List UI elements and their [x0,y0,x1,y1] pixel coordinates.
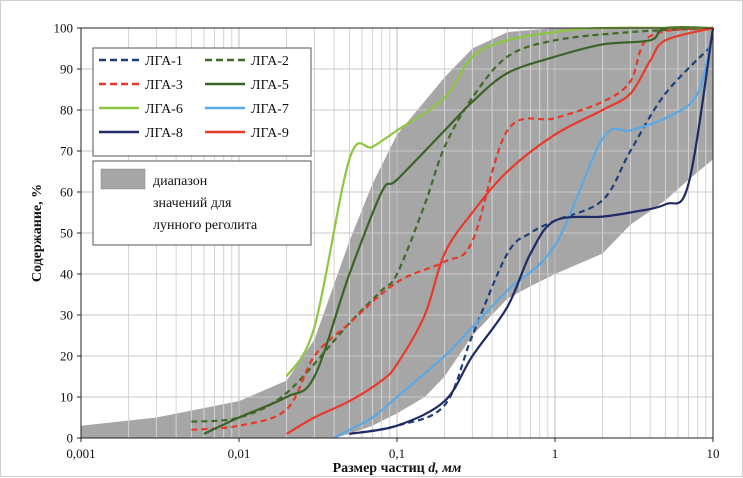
y-tick-label: 80 [60,103,73,118]
range-legend-label: значений для [153,196,232,211]
y-tick-label: 40 [60,267,73,282]
range-legend-label: лунного реголита [153,218,258,233]
legend: ЛГА-1 ЛГА-2 ЛГА-3 ЛГА-5 ЛГА-6 ЛГА-7 ЛГА-8 ЛГА-9 [92,47,312,157]
series-line-lga-6 [333,27,715,439]
series-line-lga-1 [349,43,714,435]
y-tick-label: 0 [67,431,74,446]
y-tick-label: 90 [60,62,73,77]
y-axis-label: Содержание, % [30,184,45,282]
x-tick-label: 0,1 [389,446,405,461]
range-legend: диапазон значений для лунного реголита [92,160,312,246]
y-tick-label: 60 [60,185,73,200]
y-tick-label: 10 [60,390,73,405]
y-tick-label: 30 [60,308,73,323]
series-line-lga-2 [191,26,714,423]
legend-label: ЛГА-1 [145,54,183,69]
y-tick-label: 70 [60,144,73,159]
legend-box [92,47,312,157]
legend-label: ЛГА-8 [145,126,183,141]
legend-label: ЛГА-6 [145,102,183,117]
legend-label: ЛГА-3 [145,78,183,93]
legend-label: ЛГА-7 [251,102,289,117]
legend-label: ЛГА-2 [251,54,289,69]
y-tick-label: 100 [54,21,74,36]
series-line-lga-7 [349,27,715,435]
x-tick-label: 1 [552,446,559,461]
legend-label: ЛГА-9 [251,126,289,141]
series-line-lga-4 [203,25,714,435]
legend-label: ЛГА-5 [251,78,289,93]
x-axis-label-variable: d [428,461,436,476]
x-axis-label-unit: , мм [434,461,462,476]
x-axis-label-text: Размер частиц [333,461,425,476]
series-line-lga-3 [191,26,714,431]
range-legend-swatch [100,168,146,190]
x-tick-label: 0,001 [66,446,95,461]
x-axis-label: Размер частиц d, мм [333,461,462,476]
x-tick-label: 0,01 [228,446,251,461]
y-tick-label: 20 [60,349,73,364]
x-tick-label: 10 [707,446,720,461]
range-legend-label: диапазон [153,174,208,189]
series-line-lga-5 [285,26,714,378]
y-tick-label: 50 [60,226,73,241]
series-line-lga-8 [286,26,714,435]
